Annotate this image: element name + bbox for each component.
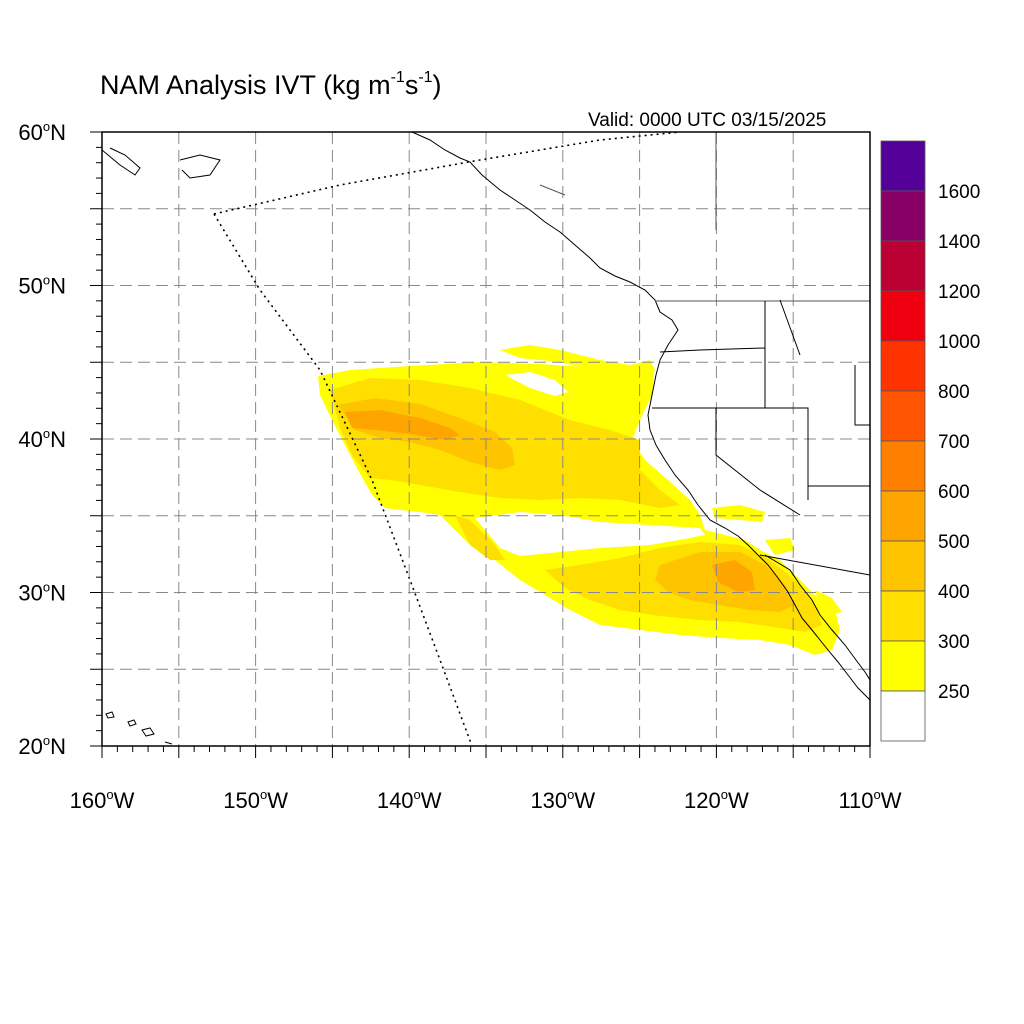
colorbar-label: 300 [938, 632, 970, 653]
hawaii-islands [105, 711, 173, 745]
colorbar-swatch [880, 590, 926, 642]
ivt-band-250-north [500, 345, 656, 372]
baja-coastline [764, 554, 870, 681]
lon-label: 130oW [530, 787, 595, 813]
title-exponent-2: -1 [418, 69, 433, 86]
lon-label: 120oW [684, 787, 749, 813]
ivt-band-300-arm [455, 515, 505, 560]
colorbar-label: 600 [938, 482, 970, 503]
ivt-shading [318, 345, 842, 655]
colorbar-swatch [880, 690, 926, 742]
lat-label: 50oN [18, 273, 66, 299]
lon-label: 110oW [838, 787, 901, 813]
ivt-band-500-north [345, 410, 460, 440]
coastlines-and-borders [102, 132, 870, 745]
colorbar: 1600 1400 1200 1000 800 700 600 500 400 300 250 [880, 140, 980, 742]
lon-label: 140oW [377, 787, 442, 813]
colorbar-label: 1200 [938, 282, 980, 303]
ivt-band-250-blob2 [765, 538, 795, 555]
alaska-border [539, 132, 717, 230]
ivt-band-500-south [712, 560, 755, 592]
colorbar-swatch [880, 640, 926, 692]
axis-ticks [90, 131, 871, 758]
lat-label: 40oN [18, 426, 66, 452]
title-text: NAM Analysis IVT (kg m [100, 70, 391, 100]
colorbar-label: 800 [938, 382, 970, 403]
graticule [102, 132, 870, 746]
title-close: ) [432, 70, 442, 100]
title-exponent-1: -1 [390, 69, 405, 86]
ivt-gap-central [475, 512, 705, 556]
axis-labels: 60oN 50oN 40oN 30oN 20oN 160oW 150oW 140oW 130oW… [18, 119, 901, 813]
us-state-borders [652, 299, 870, 576]
colorbar-label: 1000 [938, 332, 980, 353]
colorbar-swatch [880, 190, 926, 242]
ivt-gap-north [505, 372, 568, 396]
lon-label: 160oW [70, 787, 135, 813]
title-unit-s: s [404, 70, 419, 100]
ivt-band-250-blob [712, 505, 765, 522]
north-america-coastline [411, 132, 870, 701]
colorbar-label: 250 [938, 682, 970, 703]
colorbar-swatch [880, 240, 926, 292]
valid-time-label: Valid: 0000 UTC 03/15/2025 [588, 110, 827, 131]
colorbar-swatch [880, 540, 926, 592]
colorbar-swatch [880, 340, 926, 392]
colorbar-swatch [880, 440, 926, 492]
colorbar-label: 1400 [938, 232, 980, 253]
model-domain-boundary [213, 131, 681, 747]
lat-label: 60oN [18, 119, 66, 145]
colorbar-swatch [880, 290, 926, 342]
ivt-band-250-blob4 [815, 590, 842, 615]
colorbar-label: 500 [938, 532, 970, 553]
alaska-coastline [102, 147, 221, 179]
lat-label: 30oN [18, 580, 66, 606]
colorbar-swatch [880, 390, 926, 442]
colorbar-label: 1600 [938, 182, 980, 203]
colorbar-label: 400 [938, 582, 970, 603]
map-title: NAM Analysis IVT (kg m-1s-1) [100, 69, 442, 101]
colorbar-label: 700 [938, 432, 970, 453]
lat-label: 20oN [18, 733, 66, 759]
colorbar-swatch [880, 140, 926, 192]
lon-label: 150oW [223, 787, 288, 813]
colorbar-swatch [880, 490, 926, 542]
